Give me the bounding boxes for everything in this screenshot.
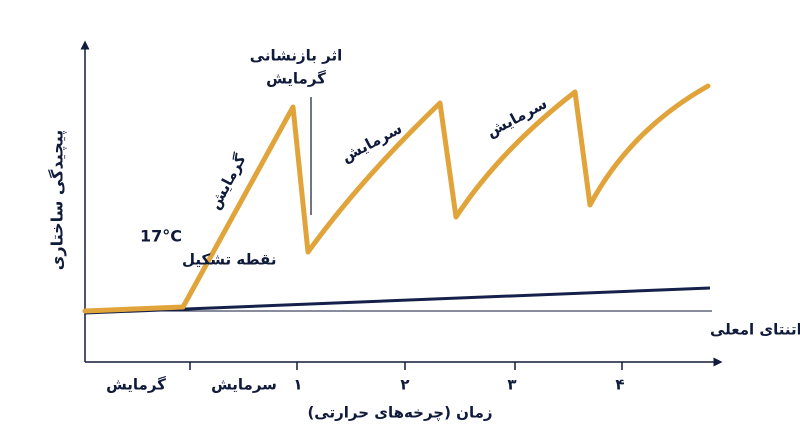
x-tick-label: ۱ xyxy=(293,376,302,394)
x-tick-label: گرمایش xyxy=(106,376,166,394)
formation-temperature: 17°C xyxy=(140,227,182,246)
x-axis-title: زمان (چرخه‌های حرارتی) xyxy=(307,404,492,423)
x-ticks xyxy=(189,362,623,370)
x-tick-label: ۴ xyxy=(615,376,624,394)
y-axis-label: پیچیدگی ساختاری xyxy=(48,130,68,271)
baseline-curve xyxy=(84,286,711,315)
x-tick-label: ۲ xyxy=(400,376,409,394)
reset-label: گرمایش xyxy=(266,70,326,88)
formation-label: نقطه تشکیل xyxy=(182,251,277,269)
x-tick-label: ۳ xyxy=(507,376,516,394)
heating-label: گرمایش xyxy=(206,151,250,213)
cooling-label: سرمایش xyxy=(483,94,550,141)
cooling-label: سرمایش xyxy=(338,119,405,166)
reset-label: اثر بازنشانی xyxy=(250,47,343,65)
baseline-label: ایلطه وزاتنتای امعلی xyxy=(710,321,800,339)
x-tick-label: سرمایش xyxy=(211,376,277,394)
complexity-curve xyxy=(82,83,711,314)
